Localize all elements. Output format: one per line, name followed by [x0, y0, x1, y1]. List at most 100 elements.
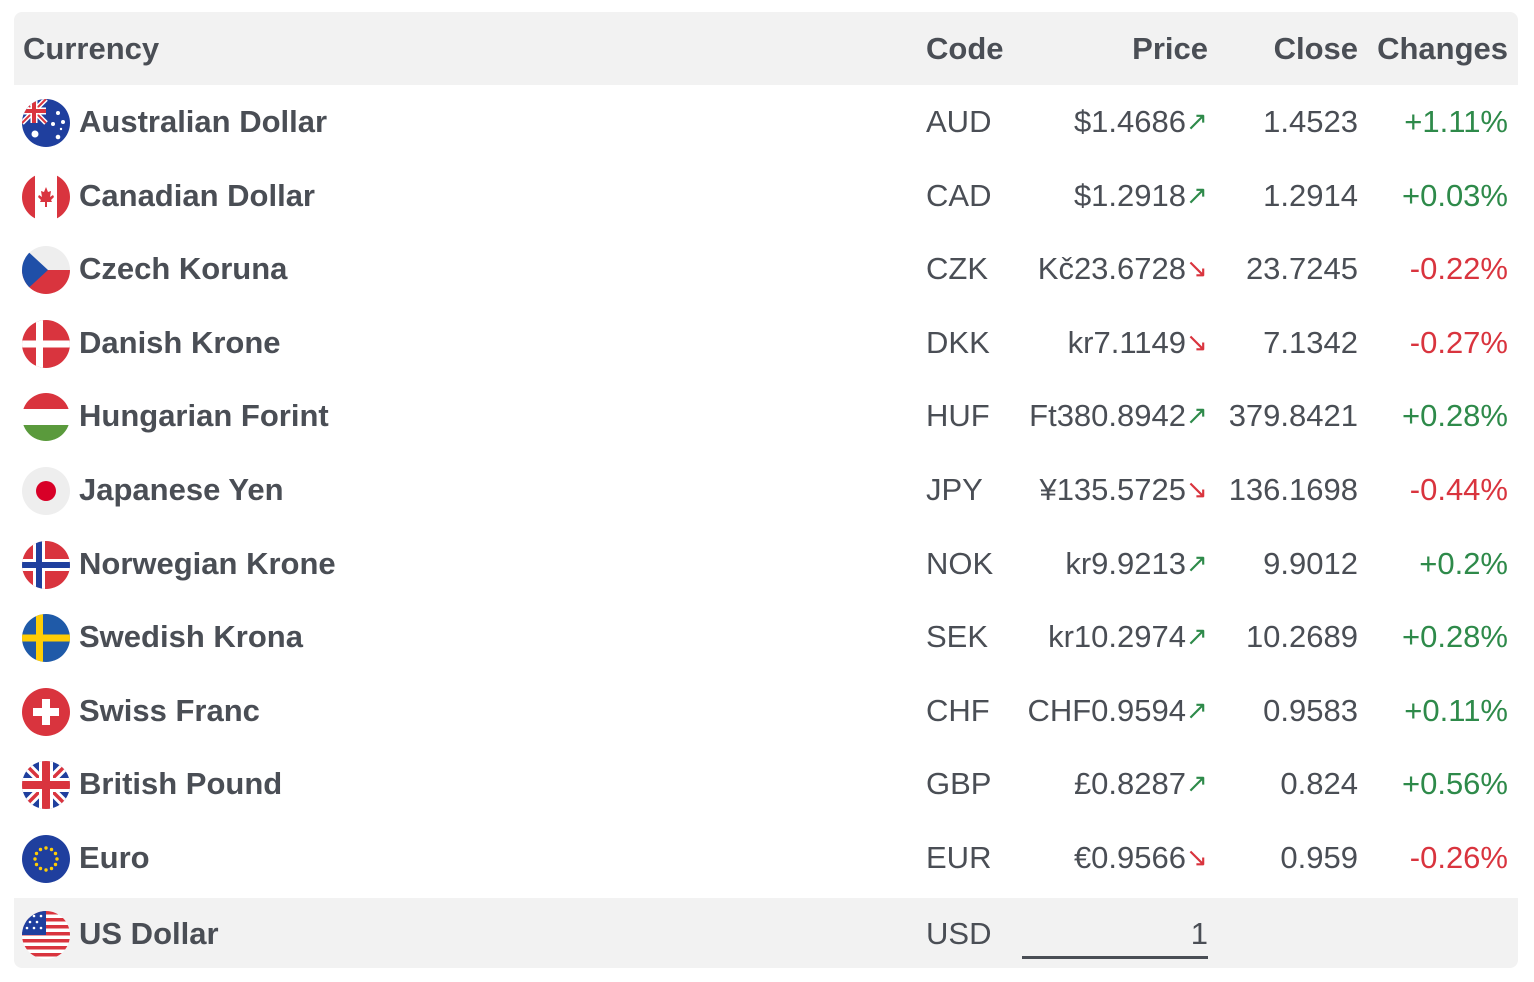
denmark-flag-icon: [22, 319, 70, 368]
currency-price: £0.8287: [1073, 766, 1186, 802]
currency-name: Hungarian Forint: [79, 398, 329, 434]
currency-close: 0.824: [1280, 766, 1358, 802]
currency-name: Norwegian Krone: [79, 545, 336, 581]
currency-name: Euro: [79, 840, 150, 875]
currency-table: Currency Code Price Close Changes Austra…: [14, 12, 1518, 968]
currency-code: CZK: [926, 251, 988, 287]
table-row[interactable]: Australian Dollar AUD $1.4686 ↗ 1.4523 +1.11%: [14, 86, 1518, 160]
table-header: Currency Code Price Close Changes: [14, 12, 1518, 85]
currency-change: +0.56%: [1401, 766, 1508, 802]
trend-up-icon: ↗: [1186, 621, 1208, 652]
currency-code: AUD: [926, 104, 992, 139]
currency-price: kr10.2974: [1048, 619, 1186, 655]
trend-up-icon: ↗: [1186, 106, 1208, 136]
canada-flag-icon: [22, 172, 70, 221]
currency-name: Swedish Krona: [79, 619, 303, 655]
table-row[interactable]: Norwegian Krone NOK kr9.9213 ↗ 9.9012 +0.2%: [14, 528, 1518, 602]
trend-up-icon: ↗: [1186, 694, 1208, 725]
currency-change: +0.11%: [1404, 692, 1508, 728]
currency-name: Japanese Yen: [79, 472, 284, 507]
currency-code: NOK: [926, 545, 994, 581]
currency-name: Swiss Franc: [79, 692, 260, 728]
table-row[interactable]: Hungarian Forint HUF Ft380.8942 ↗ 379.8421 +0…: [14, 380, 1518, 454]
table-row[interactable]: Swiss Franc CHF CHF0.9594 ↗ 0.9583 +0.11%: [14, 675, 1518, 749]
header-currency: Currency: [23, 31, 160, 66]
header-code: Code: [926, 31, 1004, 66]
japan-flag-icon: [22, 467, 70, 515]
currency-price: Kč23.6728: [1037, 251, 1186, 287]
currency-code: SEK: [926, 619, 989, 655]
currency-code: JPY: [926, 472, 983, 507]
us-flag-icon: [22, 910, 70, 959]
currency-name: Danish Krone: [79, 324, 281, 360]
currency-change: +1.11%: [1404, 104, 1508, 139]
currency-name: US Dollar: [79, 915, 219, 951]
header-changes: Changes: [1377, 31, 1508, 66]
currency-price: kr7.1149: [1067, 324, 1186, 360]
czech-flag-icon: [22, 246, 70, 295]
currency-change: -0.26%: [1409, 840, 1508, 875]
switzerland-flag-icon: [22, 687, 70, 736]
currency-price: CHF0.9594: [1027, 692, 1186, 728]
trend-up-icon: ↗: [1186, 547, 1208, 578]
currency-close: 10.2689: [1245, 619, 1358, 655]
currency-close: 136.1698: [1228, 472, 1358, 507]
trend-up-icon: ↗: [1186, 179, 1208, 210]
trend-down-icon: ↘: [1186, 326, 1208, 357]
base-amount-input[interactable]: 1: [1022, 908, 1208, 959]
trend-down-icon: ↘: [1186, 842, 1208, 872]
currency-close: 0.9583: [1263, 692, 1358, 728]
currency-price: ¥135.5725: [1039, 472, 1186, 507]
currency-change: -0.44%: [1409, 472, 1508, 507]
sweden-flag-icon: [22, 614, 70, 663]
header-close: Close: [1273, 31, 1358, 66]
currency-change: +0.03%: [1401, 177, 1508, 213]
currency-close: 1.2914: [1263, 177, 1358, 213]
currency-close: 379.8421: [1228, 398, 1358, 434]
table-row[interactable]: Canadian Dollar CAD $1.2918 ↗ 1.2914 +0.03%: [14, 160, 1518, 234]
eu-flag-icon: [22, 835, 70, 883]
table-row[interactable]: British Pound GBP £0.8287 ↗ 0.824 +0.56%: [14, 748, 1518, 822]
currency-price: $1.2918: [1073, 177, 1186, 213]
base-currency-row: US Dollar USD 1: [14, 897, 1518, 968]
currency-name: Canadian Dollar: [79, 177, 315, 213]
base-amount-value[interactable]: 1: [1190, 915, 1208, 951]
currency-change: -0.22%: [1409, 251, 1508, 287]
currency-price: kr9.9213: [1065, 545, 1186, 581]
currency-close: 0.959: [1280, 840, 1358, 875]
currency-name: Czech Koruna: [79, 251, 288, 287]
currency-code: HUF: [926, 398, 990, 434]
header-price: Price: [1132, 31, 1208, 66]
currency-code: EUR: [926, 840, 992, 875]
hungary-flag-icon: [22, 393, 70, 442]
trend-up-icon: ↗: [1186, 768, 1208, 799]
table-row[interactable]: Danish Krone DKK kr7.1149 ↘ 7.1342 -0.27%: [14, 307, 1518, 381]
currency-code: CHF: [926, 692, 990, 728]
norway-flag-icon: [22, 540, 70, 589]
currency-close: 7.1342: [1263, 324, 1358, 360]
uk-flag-icon: [22, 761, 70, 810]
trend-up-icon: ↗: [1186, 400, 1208, 431]
currency-name: British Pound: [79, 766, 283, 802]
table-row[interactable]: Japanese Yen JPY ¥135.5725 ↘ 136.1698 -0.44%: [14, 454, 1518, 528]
currency-price: Ft380.8942: [1029, 398, 1186, 434]
currency-price: €0.9566: [1073, 840, 1186, 875]
table-row[interactable]: Swedish Krona SEK kr10.2974 ↗ 10.2689 +0.28%: [14, 601, 1518, 675]
currency-close: 9.9012: [1263, 545, 1358, 581]
trend-down-icon: ↘: [1186, 253, 1208, 284]
trend-down-icon: ↘: [1186, 474, 1208, 504]
currency-code: USD: [926, 915, 992, 951]
currency-change: +0.28%: [1401, 398, 1508, 434]
table-row[interactable]: Czech Koruna CZK Kč23.6728 ↘ 23.7245 -0.22%: [14, 233, 1518, 307]
australia-flag-icon: [22, 99, 70, 147]
currency-close: 1.4523: [1263, 104, 1358, 139]
currency-change: +0.28%: [1401, 619, 1508, 655]
currency-code: GBP: [926, 766, 992, 802]
currency-close: 23.7245: [1245, 251, 1358, 287]
currency-code: DKK: [926, 324, 990, 360]
table-row[interactable]: Euro EUR €0.9566 ↘ 0.959 -0.26%: [14, 822, 1518, 896]
currency-change: +0.2%: [1419, 545, 1508, 581]
currency-name: Australian Dollar: [79, 104, 328, 139]
currency-code: CAD: [926, 177, 992, 213]
currency-price: $1.4686: [1073, 104, 1186, 139]
